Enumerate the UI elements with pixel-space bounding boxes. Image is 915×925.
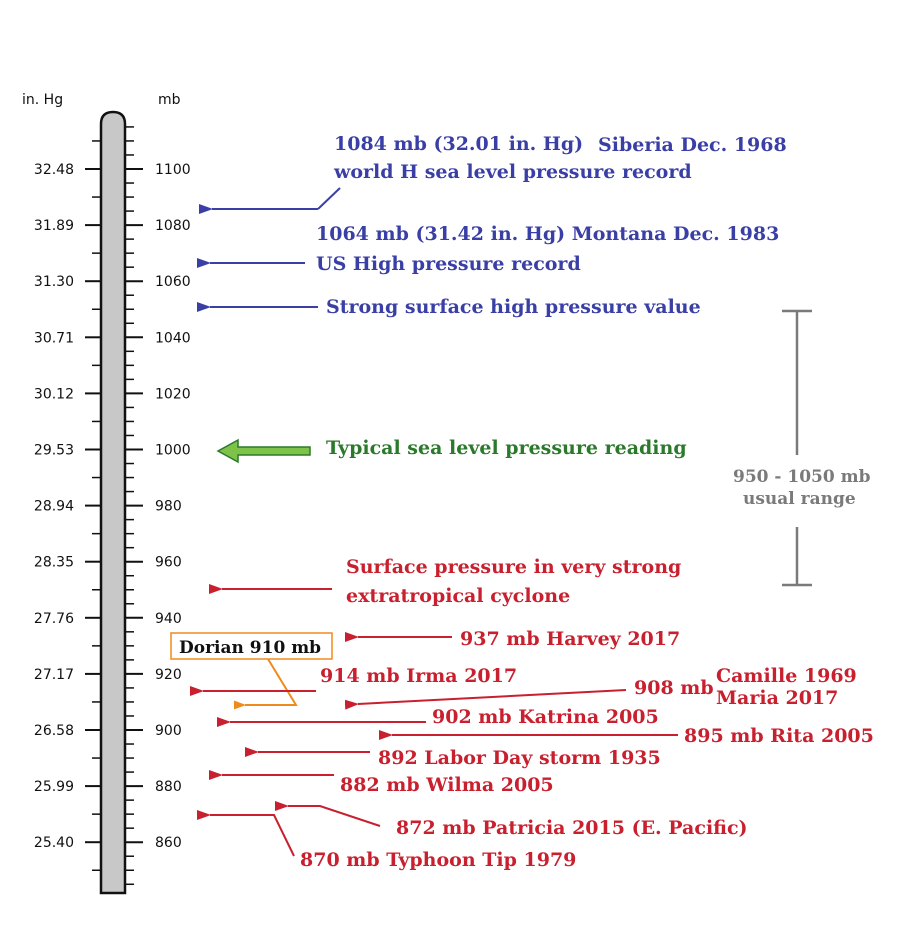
inhg-tick-label: 28.35 <box>34 555 74 571</box>
siberia-label-2: Siberia Dec. 1968 <box>598 134 787 156</box>
mb-tick-label: 980 <box>155 499 182 515</box>
inhg-tick-label: 25.40 <box>34 835 74 851</box>
inhg-tick-label: 27.76 <box>34 611 74 627</box>
mb908-label: 908 mb <box>634 677 714 699</box>
inhg-tick-label: 28.94 <box>34 499 74 515</box>
tip-arrow-leg <box>197 810 295 857</box>
mb-tick-label: 940 <box>155 611 182 627</box>
patricia-annotation: 872 mb Patricia 2015 (E. Pacific) <box>275 801 748 839</box>
siberia-label-1: 1084 mb (32.01 in. Hg) <box>334 133 583 155</box>
cyclone-label-1: Surface pressure in very strong <box>346 556 681 578</box>
laborday-label: 892 Labor Day storm 1935 <box>378 747 661 769</box>
inhg-tick-label: 30.71 <box>34 330 74 346</box>
range-label-2: usual range <box>743 489 856 509</box>
mb-tick-label: 920 <box>155 667 182 683</box>
mb-header: mb <box>158 92 181 108</box>
mb-tick-label: 1000 <box>155 443 191 459</box>
mb-tick-label: 880 <box>155 779 182 795</box>
camille-maria-annotation: 908 mb Camille 1969 Maria 2017 <box>344 665 857 710</box>
wilma-annotation: 882 mb Wilma 2005 <box>209 770 554 796</box>
tip-label: 870 mb Typhoon Tip 1979 <box>300 849 576 871</box>
inhg-header: in. Hg <box>22 92 63 108</box>
cyclone-label-2: extratropical cyclone <box>346 585 570 607</box>
harvey-annotation: 937 mb Harvey 2017 <box>345 628 680 650</box>
mb-tick-label: 1060 <box>155 274 191 290</box>
mb-tick-label: 960 <box>155 555 182 571</box>
dorian-annotation: Dorian 910 mb <box>170 632 333 710</box>
inhg-tick-label: 32.48 <box>34 162 74 178</box>
cyclone-annotation: Surface pressure in very strong extratro… <box>209 556 681 607</box>
usual-range-bracket: 950 - 1050 mb usual range <box>733 309 871 587</box>
camille-maria-arrow <box>344 689 627 710</box>
patricia-label: 872 mb Patricia 2015 (E. Pacific) <box>396 817 748 839</box>
scale-ticks <box>85 126 143 886</box>
rita-label: 895 mb Rita 2005 <box>684 725 874 747</box>
montana-label-1: 1064 mb (31.42 in. Hg) Montana Dec. 1983 <box>316 223 779 245</box>
dorian-box <box>170 632 333 660</box>
inhg-tick-label: 31.30 <box>34 274 74 290</box>
typical-arrow <box>216 438 311 464</box>
typical-annotation: Typical sea level pressure reading <box>216 437 687 464</box>
montana-label-2: US High pressure record <box>316 253 581 275</box>
inhg-scale-labels: 32.48 31.89 31.30 30.71 30.12 29.53 28.94 28.35… <box>34 162 74 851</box>
typical-label: Typical sea level pressure reading <box>326 437 687 459</box>
katrina-label: 902 mb Katrina 2005 <box>432 706 659 728</box>
mb-scale-labels: 1100 1080 1060 1040 1020 1000 980 960 940 920 900 8… <box>155 162 191 851</box>
irma-label: 914 mb Irma 2017 <box>320 665 517 687</box>
mb-tick-label: 1020 <box>155 386 191 402</box>
maria-label: Maria 2017 <box>716 687 838 709</box>
strong-high-label: Strong surface high pressure value <box>326 296 701 318</box>
strong-high-annotation: Strong surface high pressure value <box>197 296 701 318</box>
inhg-tick-label: 29.53 <box>34 443 74 459</box>
dorian-arrow-leg <box>234 658 298 710</box>
barometer-tube <box>99 110 127 895</box>
mb-tick-label: 1080 <box>155 218 191 234</box>
patricia-arrow-leg <box>275 801 381 827</box>
laborday-annotation: 892 Labor Day storm 1935 <box>245 747 661 769</box>
siberia-arrow <box>317 187 341 210</box>
tip-annotation: 870 mb Typhoon Tip 1979 <box>197 810 576 871</box>
range-label-1: 950 - 1050 mb <box>733 467 871 487</box>
mb-tick-label: 860 <box>155 835 182 851</box>
camille-label: Camille 1969 <box>716 665 857 687</box>
inhg-tick-label: 26.58 <box>34 723 74 739</box>
mb-tick-label: 1040 <box>155 330 191 346</box>
inhg-tick-label: 31.89 <box>34 218 74 234</box>
siberia-annotation: 1084 mb (32.01 in. Hg) Siberia Dec. 1968… <box>199 133 787 214</box>
mb-tick-label: 1100 <box>155 162 191 178</box>
wilma-label: 882 mb Wilma 2005 <box>340 774 554 796</box>
dorian-label: Dorian 910 mb <box>179 638 321 658</box>
inhg-tick-label: 25.99 <box>34 779 74 795</box>
mb-tick-label: 900 <box>155 723 182 739</box>
rita-annotation: 895 mb Rita 2005 <box>379 725 874 747</box>
inhg-tick-label: 30.12 <box>34 386 74 402</box>
harvey-label: 937 mb Harvey 2017 <box>460 628 680 650</box>
siberia-label-3: world H sea level pressure record <box>333 161 692 183</box>
irma-annotation: 914 mb Irma 2017 <box>190 665 517 696</box>
katrina-annotation: 902 mb Katrina 2005 <box>217 706 659 728</box>
montana-annotation: 1064 mb (31.42 in. Hg) Montana Dec. 1983… <box>197 223 779 275</box>
inhg-tick-label: 27.17 <box>34 667 74 683</box>
